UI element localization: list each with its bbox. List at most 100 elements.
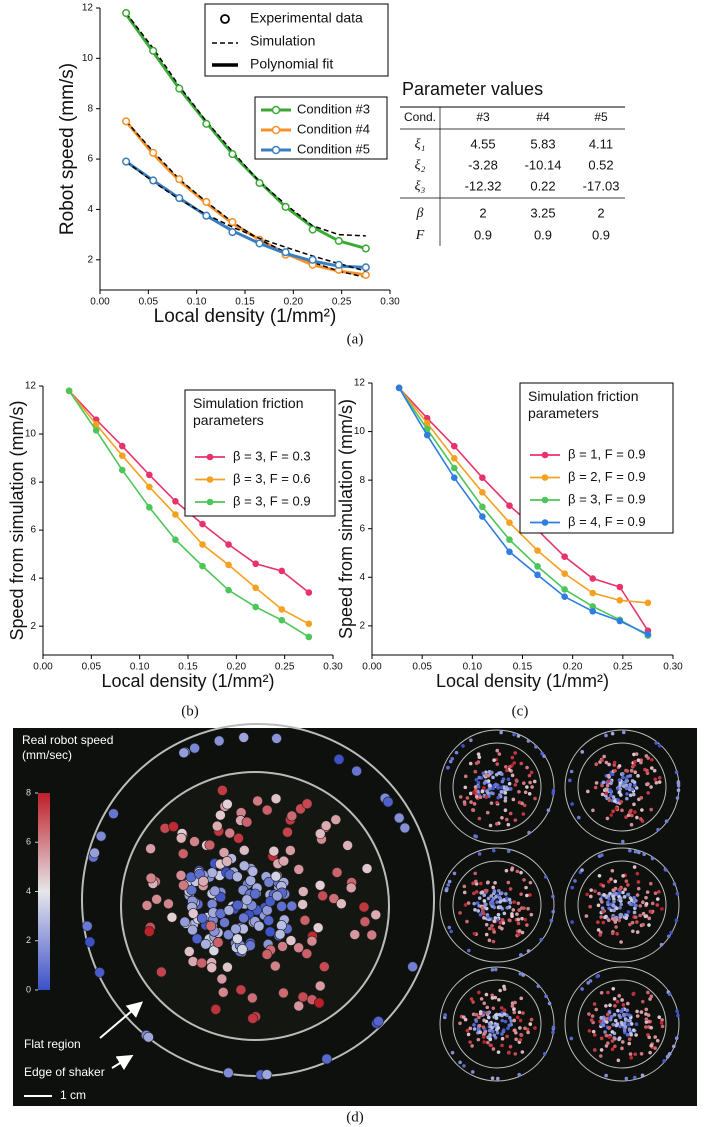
robot [659, 942, 664, 947]
robot [191, 933, 203, 945]
robot [473, 785, 478, 789]
robot [600, 906, 605, 910]
robot [247, 866, 259, 877]
robot [605, 1020, 609, 1024]
x-tick-label: 0.20 [284, 297, 304, 308]
robot [515, 1015, 520, 1020]
data-point [305, 620, 313, 628]
robot [602, 754, 606, 759]
robot [636, 758, 641, 763]
robot [486, 1015, 491, 1020]
robot [622, 1013, 626, 1018]
data-point [149, 148, 158, 157]
robot [638, 913, 642, 918]
robot [510, 867, 514, 872]
robot [446, 766, 450, 770]
robot [477, 775, 482, 780]
robot [500, 772, 504, 777]
robot [493, 967, 498, 972]
robot [527, 773, 532, 778]
robot [498, 905, 503, 909]
robot [499, 1006, 504, 1010]
robot [480, 789, 485, 794]
robot [607, 879, 611, 884]
robot [523, 790, 528, 795]
robot [604, 1004, 608, 1008]
robot [595, 974, 600, 979]
robot [474, 1012, 479, 1017]
robot [495, 1022, 500, 1027]
colorbar-title: Real robot speed (mm/sec) [22, 733, 114, 762]
robot [570, 802, 574, 806]
robot [618, 787, 623, 791]
data-point [92, 421, 100, 428]
table-header: #4 [536, 110, 550, 124]
legend-marker [541, 451, 549, 459]
robot [607, 798, 612, 803]
robot [645, 768, 649, 773]
robot [217, 987, 229, 998]
robot [544, 875, 548, 879]
robot [382, 796, 394, 808]
robot [492, 919, 497, 924]
robot [480, 890, 484, 895]
robot [159, 822, 171, 834]
robot [644, 1020, 649, 1024]
data-point [450, 464, 458, 472]
x-tick-label: 0.20 [563, 662, 583, 673]
robot [621, 890, 625, 895]
data-point [172, 536, 179, 544]
robot [345, 882, 357, 894]
robot [81, 920, 93, 932]
table-cell: 0.52 [588, 157, 613, 172]
robot [544, 994, 548, 999]
robot [644, 1007, 649, 1012]
robot [613, 920, 618, 924]
robot [614, 925, 618, 929]
table-title: Parameter values [402, 79, 543, 99]
robot [366, 929, 378, 941]
robot [506, 777, 511, 782]
robot [628, 782, 632, 787]
panel-label: (d) [346, 1109, 364, 1125]
robot [498, 988, 502, 993]
robot [506, 880, 511, 885]
y-axis-label: Speed from simulation (mm/s) [336, 399, 356, 639]
table-header: Cond. [404, 110, 436, 124]
robot [238, 845, 250, 856]
robot [187, 924, 198, 936]
robot [529, 912, 534, 917]
simulation-line [125, 160, 367, 272]
robot [635, 815, 639, 820]
robot [519, 953, 523, 957]
robot [477, 755, 482, 759]
robot [518, 971, 523, 976]
robot [253, 920, 265, 932]
robot [657, 775, 662, 780]
robot [145, 872, 157, 884]
robot [351, 765, 362, 777]
robot [601, 909, 606, 914]
robot [495, 800, 499, 805]
robot [622, 784, 626, 789]
data-point [561, 593, 568, 601]
robot [232, 871, 243, 883]
robot [263, 915, 274, 926]
robot [502, 1012, 507, 1016]
robot [493, 880, 497, 885]
robot [271, 890, 283, 902]
robot [616, 1008, 620, 1013]
robot [618, 887, 622, 891]
data-point [589, 607, 597, 615]
robot [488, 823, 493, 828]
robot [529, 770, 534, 775]
robot [525, 1027, 530, 1032]
data-point [616, 617, 624, 625]
robot [476, 752, 481, 756]
robot [521, 1011, 525, 1015]
robot [492, 905, 497, 910]
robot [540, 751, 544, 756]
robot [477, 1015, 481, 1020]
robot [599, 900, 604, 904]
robot [589, 894, 593, 899]
